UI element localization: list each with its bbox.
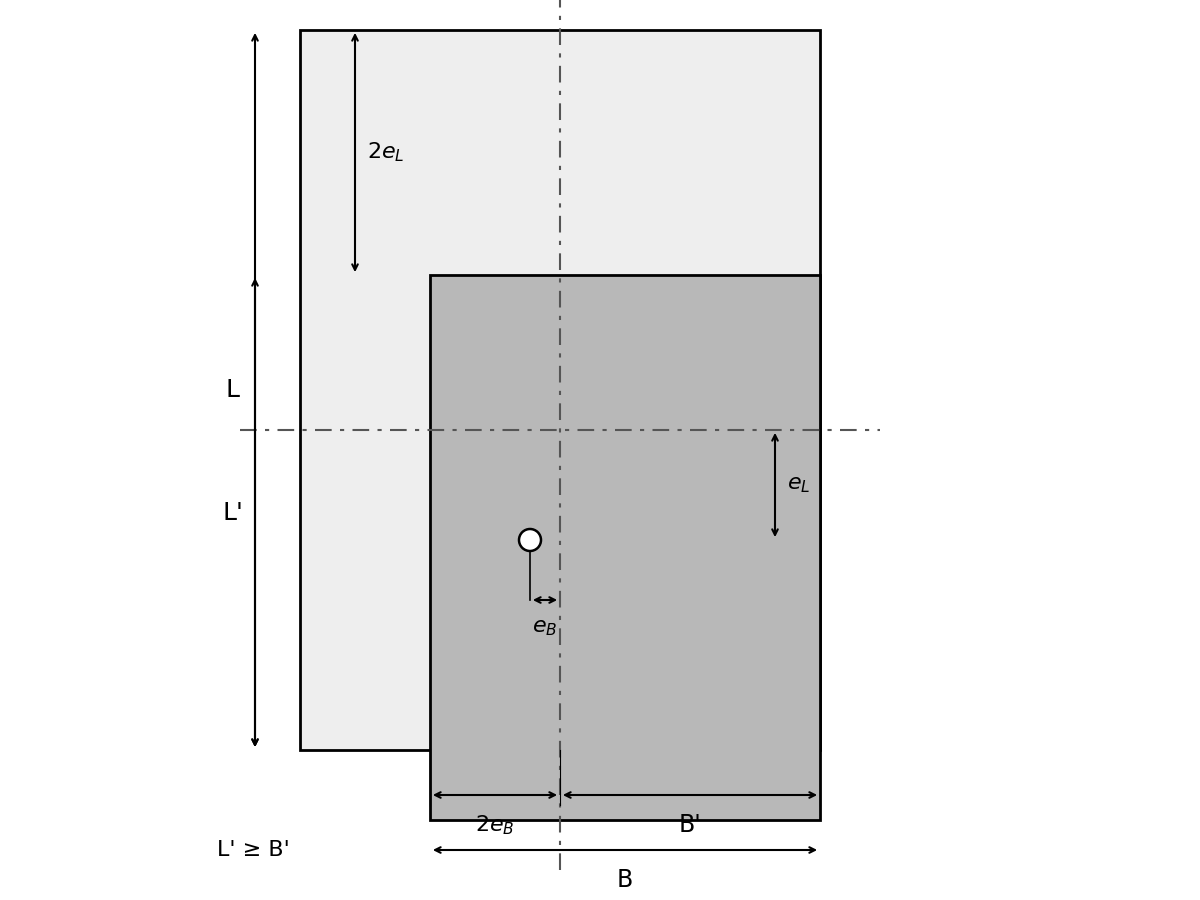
Text: $2e_L$: $2e_L$ xyxy=(367,140,404,165)
Text: $2e_B$: $2e_B$ xyxy=(475,813,515,837)
Text: L': L' xyxy=(222,500,244,525)
Circle shape xyxy=(520,529,541,551)
Text: B: B xyxy=(617,868,634,892)
Bar xyxy=(430,275,820,820)
Text: B': B' xyxy=(679,813,701,837)
Text: $e_L$: $e_L$ xyxy=(787,475,810,495)
Text: L: L xyxy=(226,378,240,402)
Text: L' ≥ B': L' ≥ B' xyxy=(217,840,290,860)
Bar xyxy=(300,30,820,750)
Text: $e_B$: $e_B$ xyxy=(533,618,558,638)
